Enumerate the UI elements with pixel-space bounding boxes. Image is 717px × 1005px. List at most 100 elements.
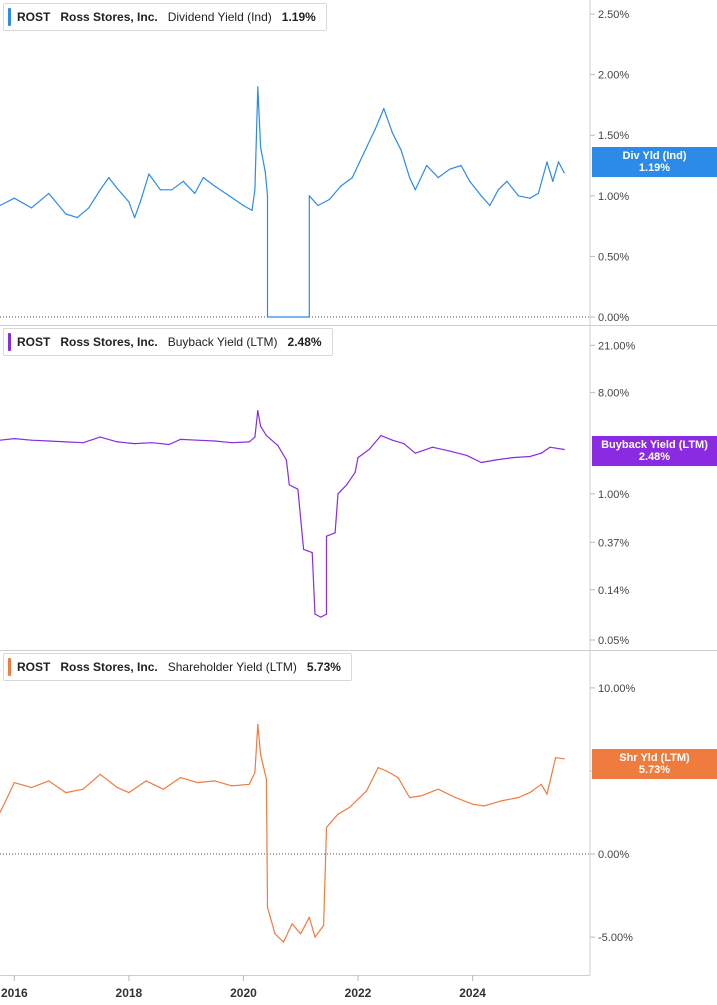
data-point bbox=[134, 217, 136, 219]
data-point bbox=[274, 933, 276, 935]
data-point bbox=[82, 442, 84, 444]
data-point bbox=[563, 448, 565, 451]
legend-buyback-yield[interactable]: ROST Ross Stores, Inc. Buyback Yield (LT… bbox=[3, 328, 333, 356]
data-point bbox=[48, 192, 50, 194]
data-point bbox=[48, 440, 50, 442]
data-point bbox=[266, 195, 269, 197]
data-point bbox=[334, 532, 336, 534]
data-point bbox=[13, 438, 15, 440]
data-point bbox=[30, 207, 33, 209]
data-point bbox=[0, 811, 1, 814]
y-tick-label: 0.50% bbox=[598, 251, 629, 263]
data-point bbox=[128, 792, 130, 794]
tag-label: Div Yld (Ind) bbox=[622, 150, 687, 162]
data-point bbox=[397, 777, 399, 779]
data-point bbox=[197, 782, 199, 784]
data-point bbox=[340, 185, 342, 187]
data-point bbox=[99, 436, 101, 438]
data-point bbox=[265, 778, 267, 780]
data-point bbox=[426, 164, 428, 167]
data-point bbox=[317, 204, 319, 207]
tag-label: Shr Yld (LTM) bbox=[619, 752, 690, 764]
data-point bbox=[328, 198, 330, 201]
data-point bbox=[242, 204, 244, 207]
data-point bbox=[182, 180, 184, 182]
x-tick-label: 2020 bbox=[230, 986, 257, 1000]
data-point bbox=[529, 455, 531, 458]
y-tick-label: 21.00% bbox=[598, 340, 636, 352]
data-point bbox=[460, 164, 462, 167]
data-point bbox=[139, 201, 141, 203]
legend-ticker: ROST bbox=[17, 335, 51, 349]
data-point bbox=[282, 941, 285, 943]
legend-value: 5.73% bbox=[306, 660, 341, 674]
current-value-tag-shareholder: Shr Yld (LTM) 5.73% bbox=[592, 749, 717, 779]
data-point bbox=[363, 152, 365, 154]
legend-metric: Buyback Yield (LTM) bbox=[167, 335, 278, 349]
y-tick-label: 1.50% bbox=[598, 130, 629, 142]
data-point bbox=[414, 452, 416, 454]
data-point bbox=[260, 753, 262, 756]
data-point bbox=[48, 780, 50, 782]
data-point bbox=[297, 488, 299, 490]
legend-ticker: ROST bbox=[17, 10, 51, 24]
data-point bbox=[431, 446, 434, 448]
data-point bbox=[420, 795, 422, 797]
data-point bbox=[65, 792, 67, 794]
data-point bbox=[497, 189, 499, 191]
data-point bbox=[472, 803, 474, 805]
data-point bbox=[285, 459, 287, 461]
data-point bbox=[65, 441, 67, 443]
data-point bbox=[148, 173, 150, 175]
data-point bbox=[308, 916, 310, 918]
data-point bbox=[231, 785, 233, 787]
data-point bbox=[346, 484, 348, 486]
data-point bbox=[449, 450, 451, 452]
legend-company: Ross Stores, Inc. bbox=[60, 335, 158, 349]
data-point bbox=[13, 197, 15, 199]
data-point bbox=[483, 805, 485, 807]
y-tick-label: 2.50% bbox=[598, 9, 629, 21]
data-point bbox=[159, 189, 161, 191]
data-point bbox=[308, 316, 310, 318]
data-point bbox=[386, 770, 388, 772]
data-point bbox=[537, 192, 540, 194]
data-point bbox=[99, 189, 101, 191]
data-point bbox=[517, 195, 520, 197]
y-tick-label: 0.00% bbox=[598, 849, 629, 861]
legend-metric: Dividend Yield (Ind) bbox=[167, 10, 272, 24]
data-point bbox=[248, 783, 250, 785]
data-point bbox=[214, 780, 216, 782]
tag-label: Buyback Yield (LTM) bbox=[601, 439, 708, 451]
y-tick-label: 2.00% bbox=[598, 70, 629, 82]
data-point bbox=[194, 192, 196, 194]
data-point bbox=[108, 177, 110, 179]
data-point bbox=[151, 442, 153, 444]
data-point bbox=[202, 177, 204, 179]
y-tick-label: 0.37% bbox=[598, 537, 629, 549]
data-point bbox=[179, 777, 181, 779]
legend-shareholder-yield[interactable]: ROST Ross Stores, Inc. Shareholder Yield… bbox=[3, 653, 352, 681]
data-point bbox=[540, 452, 542, 454]
data-point bbox=[563, 758, 565, 760]
legend-metric: Shareholder Yield (LTM) bbox=[167, 660, 297, 674]
data-point bbox=[314, 613, 316, 615]
data-point bbox=[5, 800, 7, 802]
data-point bbox=[257, 723, 259, 726]
data-point bbox=[409, 177, 411, 179]
data-point bbox=[266, 906, 269, 908]
data-point bbox=[529, 197, 531, 199]
data-point bbox=[214, 440, 216, 442]
data-point bbox=[357, 457, 359, 459]
y-tick-label: 0.00% bbox=[598, 312, 629, 324]
legend-dividend-yield[interactable]: ROST Ross Stores, Inc. Dividend Yield (I… bbox=[3, 3, 327, 31]
x-tick-label: 2022 bbox=[345, 986, 372, 1000]
data-point bbox=[291, 923, 293, 925]
data-point bbox=[368, 448, 371, 450]
data-point bbox=[557, 161, 560, 163]
data-point bbox=[437, 788, 439, 790]
data-point bbox=[383, 108, 385, 110]
data-point bbox=[162, 788, 164, 790]
legend-company: Ross Stores, Inc. bbox=[60, 10, 158, 24]
data-point bbox=[260, 146, 262, 148]
